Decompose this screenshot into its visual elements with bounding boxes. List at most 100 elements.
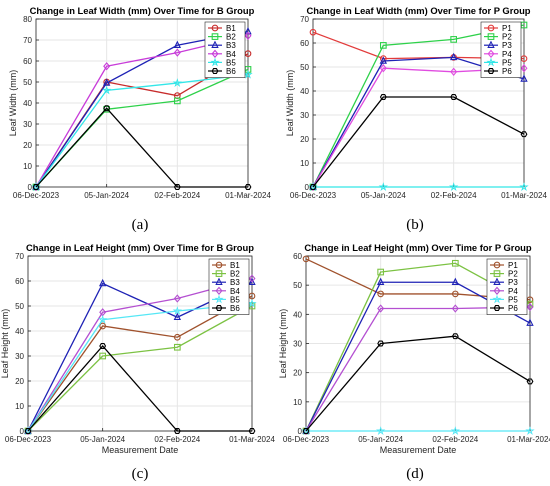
chart-title: Change in Leaf Width (mm) Over Time for … [30, 5, 255, 16]
data-point-B3 [244, 26, 252, 35]
legend-label: B6 [226, 67, 236, 76]
chart-panel-c: 0 10 20 30 40 50 60 70 06-Dec-2023 05-Jan-2024 02-… [0, 242, 275, 455]
data-point-B4 [173, 48, 181, 57]
series-line-P6 [305, 335, 531, 432]
y-tick-label: 10 [293, 398, 302, 407]
data-point-B1 [173, 333, 181, 341]
y-tick-label: 70 [23, 36, 32, 45]
legend-label: B1 [226, 24, 236, 33]
data-point-P1 [302, 255, 310, 263]
legend-marker-P3 [493, 277, 501, 285]
x-tick-label: 06-Dec-2023 [5, 435, 52, 444]
legend-label: B3 [226, 41, 236, 50]
legend-label: B2 [226, 33, 236, 42]
chart-panel-b: 0 10 20 30 40 50 60 70 06-Dec-2023 05-Jan-2024 02-… [285, 5, 547, 200]
legend-label: B1 [230, 261, 240, 270]
data-point-B2 [173, 343, 181, 351]
y-tick-label: 40 [300, 87, 309, 96]
legend-marker-P6 [493, 305, 501, 311]
chart-title: Change in Leaf Height (mm) Over Time for… [26, 242, 254, 253]
panel-caption: (b) [406, 217, 424, 233]
data-point-P6 [309, 184, 317, 190]
data-point-P1 [309, 28, 317, 36]
y-axis-label: Leaf Width (mm) [8, 70, 18, 137]
data-point-P4 [377, 304, 385, 313]
series-line-B1 [27, 295, 253, 432]
data-point-P6 [379, 94, 387, 100]
data-point-P5 [378, 182, 389, 191]
chart-panel-a: 0 10 20 30 40 50 60 70 80 06-Dec-2023 05-Jan-2024 0… [8, 5, 271, 200]
x-axis-label: Measurement Date [102, 445, 179, 455]
legend-label: P1 [502, 24, 512, 33]
y-tick-label: 20 [293, 369, 302, 378]
legend-marker-B3 [211, 40, 219, 48]
chart-panel-d: 0 10 20 30 40 50 60 06-Dec-2023 05-Jan-2024 02-Fe… [278, 242, 550, 455]
legend-marker-P2 [493, 270, 501, 277]
y-tick-label: 60 [293, 252, 302, 261]
data-point-B5 [172, 78, 183, 88]
y-tick-label: 70 [300, 15, 309, 24]
y-tick-label: 10 [23, 162, 32, 171]
y-axis-label: Leaf Width (mm) [285, 70, 295, 137]
legend-marker-P6 [487, 68, 495, 74]
data-point-B5 [243, 69, 253, 79]
legend-marker-P1 [493, 261, 501, 269]
data-point-B6 [103, 105, 111, 112]
y-tick-label: 0 [305, 183, 310, 192]
x-tick-label: 02-Feb-2024 [154, 435, 200, 444]
data-point-P6 [451, 333, 459, 340]
legend-label: P5 [508, 295, 518, 304]
data-point-P1 [377, 290, 385, 298]
legend-box [486, 258, 528, 315]
data-point-P5 [448, 182, 459, 191]
x-tick-label: 05-Jan-2024 [80, 435, 125, 444]
data-point-B6 [24, 428, 32, 434]
chart-title: Change in Leaf Height (mm) Over Time for… [304, 242, 532, 253]
data-point-P6 [450, 94, 458, 100]
data-point-B6 [99, 343, 107, 349]
data-point-P6 [377, 340, 385, 347]
data-point-B5 [101, 85, 112, 95]
series-P6 [302, 333, 534, 434]
legend-label: P1 [508, 261, 518, 270]
y-tick-label: 60 [15, 277, 24, 286]
legend-marker-P4 [487, 49, 495, 58]
y-tick-label: 60 [300, 39, 309, 48]
data-point-P6 [526, 378, 534, 385]
x-tick-label: 01-Mar-2024 [501, 191, 547, 200]
x-tick-label: 06-Dec-2023 [283, 435, 330, 444]
series-B6 [32, 105, 252, 190]
series-line-P6 [312, 96, 525, 188]
data-point-B1 [99, 322, 107, 330]
legend-marker-B5 [210, 57, 220, 67]
x-tick-label: 02-Feb-2024 [154, 191, 200, 200]
legend-marker-B4 [215, 286, 223, 295]
legend-marker-B3 [215, 277, 223, 285]
x-tick-label: 05-Jan-2024 [84, 191, 129, 200]
legend-label: P3 [508, 278, 518, 287]
data-point-B4 [173, 294, 181, 303]
data-point-B3 [102, 78, 111, 86]
data-point-B4 [244, 31, 252, 40]
legend-box [204, 21, 246, 78]
legend-label: P6 [508, 304, 518, 313]
data-point-B2 [99, 352, 107, 360]
y-tick-label: 50 [300, 63, 309, 72]
y-tick-label: 50 [15, 302, 24, 311]
y-tick-label: 30 [15, 352, 24, 361]
legend-marker-B1 [215, 261, 223, 269]
y-tick-label: 80 [23, 15, 32, 24]
legend-box [480, 21, 522, 78]
panel-caption: (c) [132, 466, 149, 482]
legend-marker-P5 [492, 294, 502, 304]
x-tick-label: 02-Feb-2024 [432, 435, 478, 444]
data-point-B3 [248, 277, 256, 286]
data-point-P5 [450, 426, 461, 435]
x-tick-label: 05-Jan-2024 [361, 191, 406, 200]
x-tick-label: 05-Jan-2024 [358, 435, 403, 444]
legend-label: B6 [230, 304, 240, 313]
x-tick-label: 01-Mar-2024 [507, 435, 550, 444]
data-point-B6 [248, 428, 256, 434]
legend-label: P6 [502, 67, 512, 76]
